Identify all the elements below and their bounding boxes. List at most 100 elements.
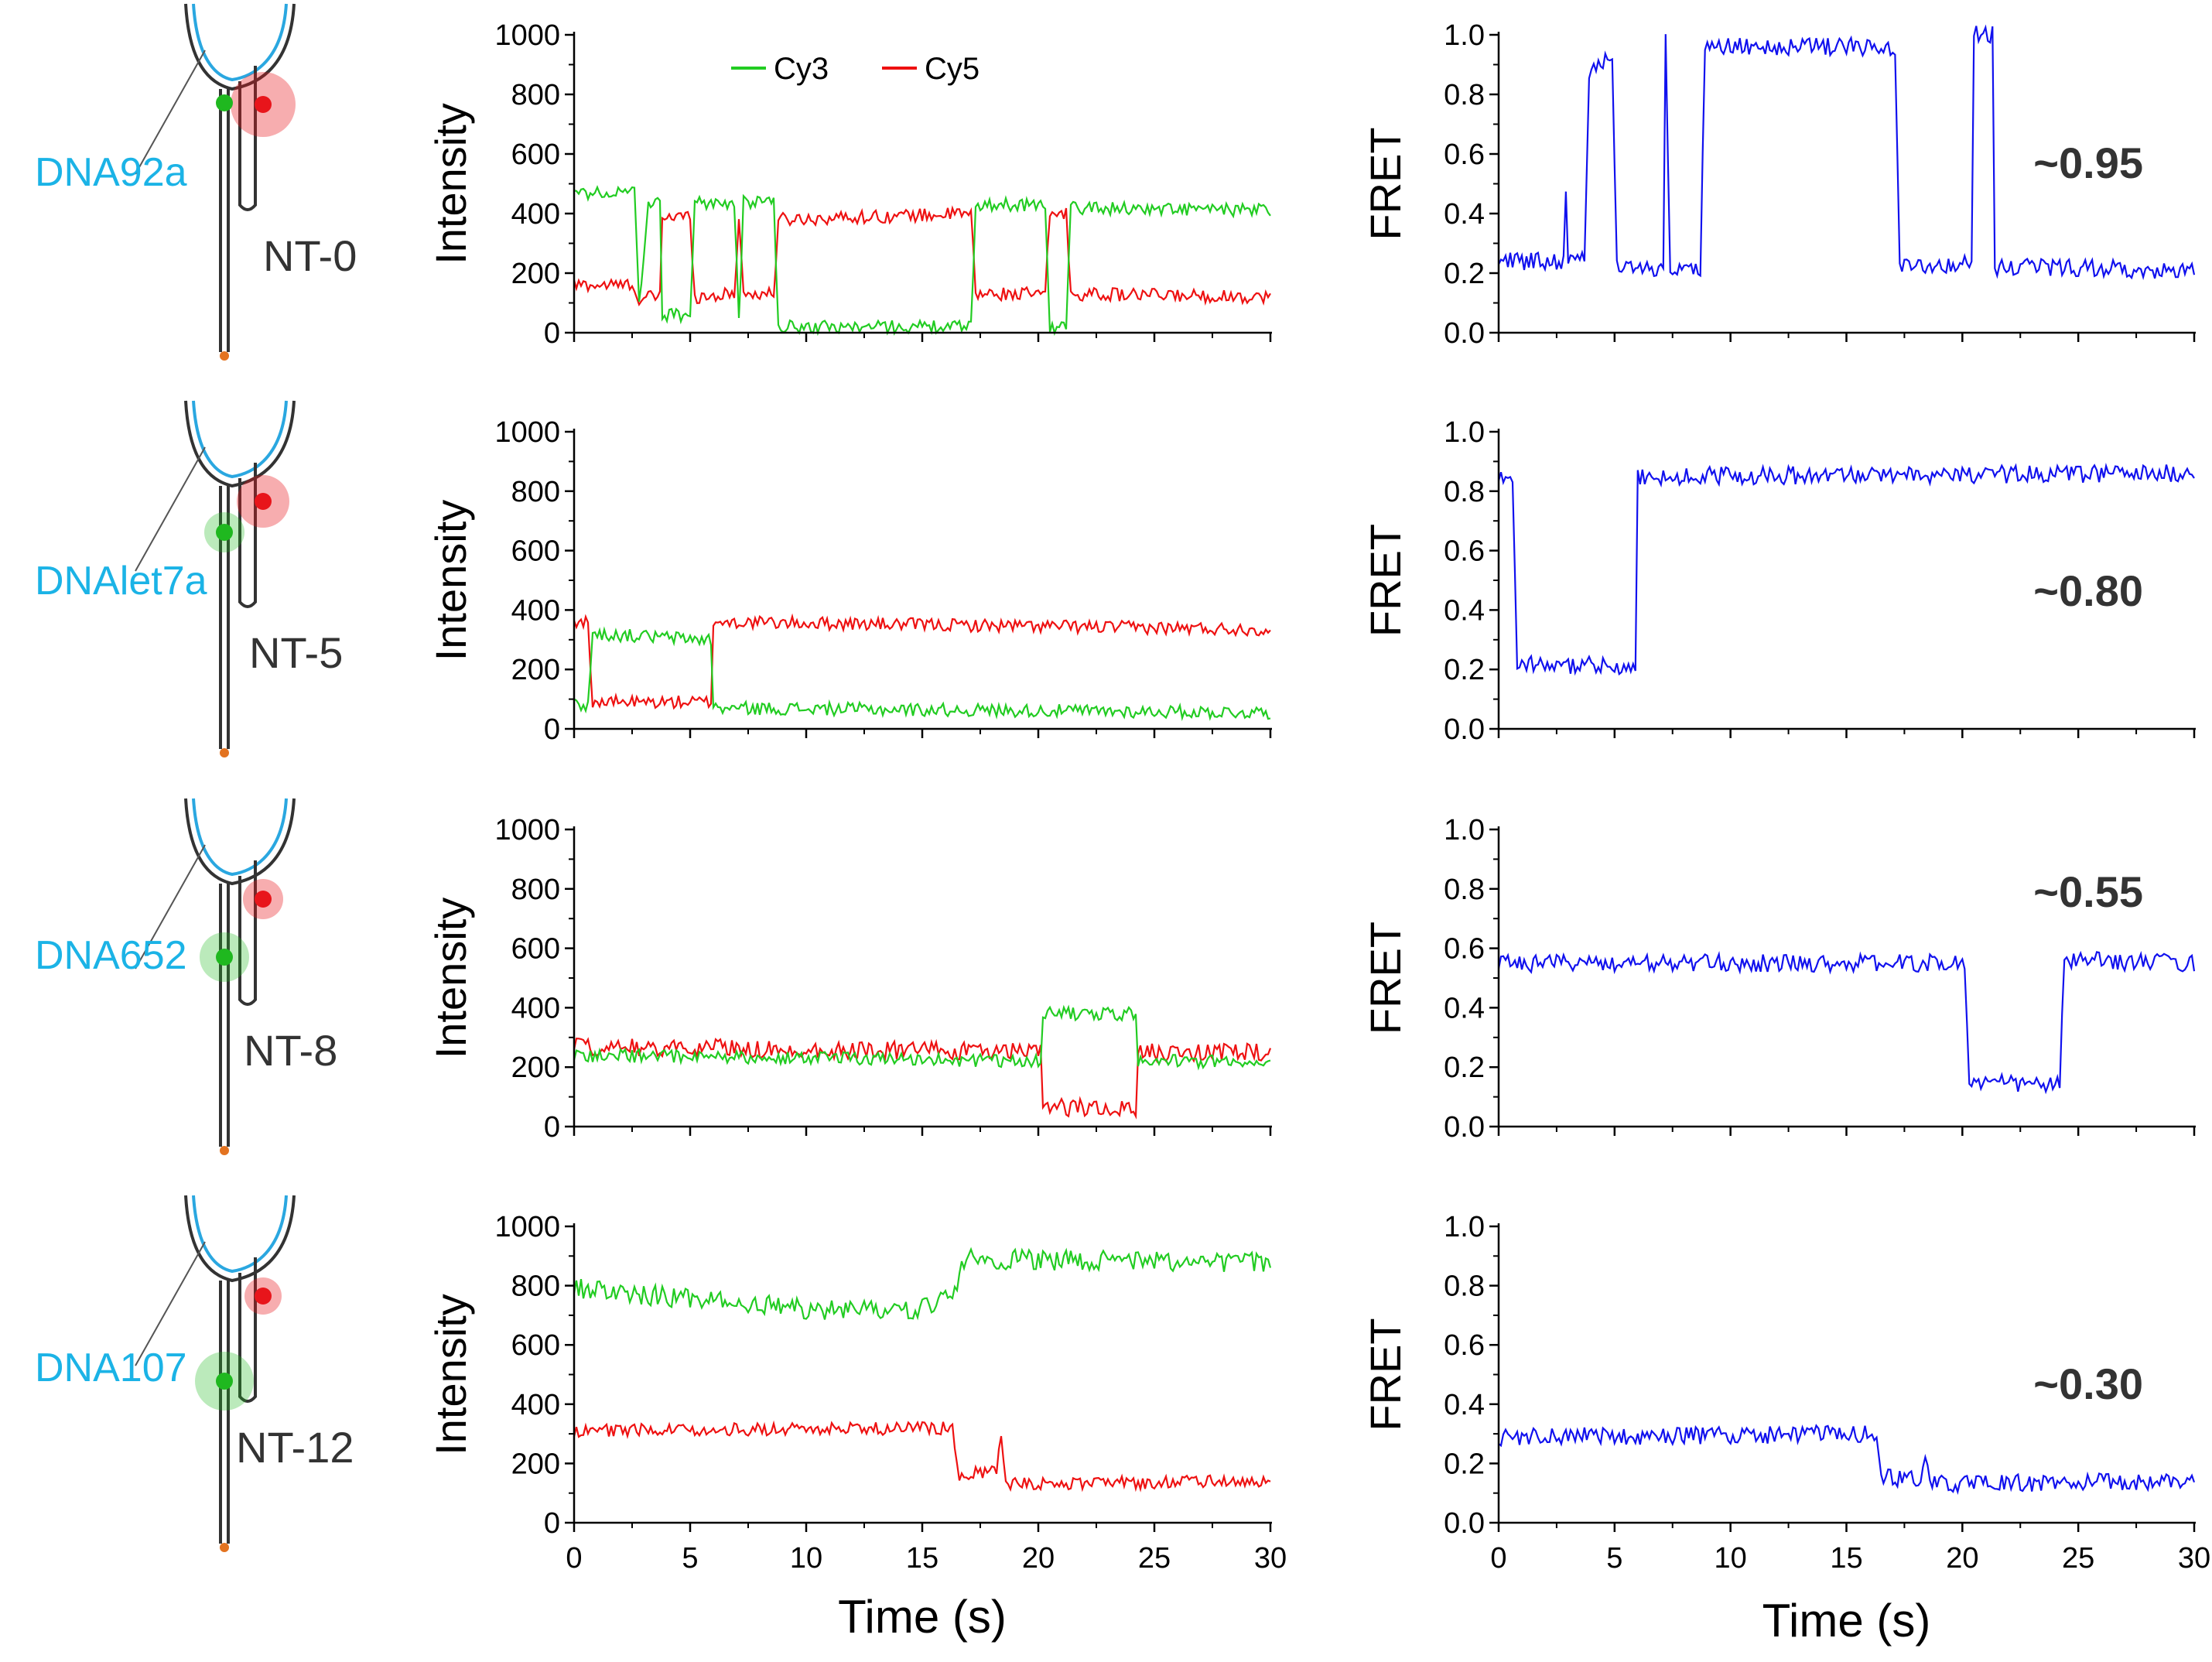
fret-x-tick-label: 20 (1946, 1542, 1978, 1575)
fret-panel: 0.0 0.2 0.4 0.6 0.8 1.0 FRET ~0.55 (1361, 814, 2196, 1144)
fret-y-tick-label: 0.0 (1444, 317, 1485, 350)
fret-y-tick-label: 1.0 (1444, 19, 1485, 52)
fret-axis-title: FRET (1361, 127, 1410, 240)
intensity-y-tick-label: 0 (544, 1507, 560, 1540)
fret-y-tick-label: 0.6 (1444, 933, 1485, 966)
fret-y-tick-label: 0.0 (1444, 1507, 1485, 1540)
dna-label-leader (135, 446, 206, 572)
fret-y-tick-label: 0.2 (1444, 1448, 1485, 1480)
intensity-panel: 0 200 400 600 800 1000 Intensity (426, 19, 1272, 350)
dna-label: DNAlet7a (35, 559, 207, 604)
intensity-y-tick-label: 600 (511, 1329, 560, 1362)
fret-y-tick-label: 0.0 (1444, 1111, 1485, 1144)
dna-label: DNA107 (35, 1346, 187, 1390)
dna-label-leader (135, 50, 206, 175)
intensity-x-tick-label: 10 (790, 1542, 822, 1575)
cy5-dye (255, 1288, 272, 1305)
intensity-axis-title: Intensity (426, 500, 475, 662)
fret-axis-title: FRET (1361, 922, 1410, 1034)
row-NT-8: DNA652NT-802004006008001000Intensity0.00… (35, 798, 2196, 1155)
cy5-trace (573, 205, 1271, 307)
hairpin-strand (238, 463, 257, 608)
construct-label: NT-12 (236, 1423, 354, 1472)
cy5-dye (255, 891, 272, 908)
intensity-y-tick-label: 400 (511, 1389, 560, 1421)
intensity-y-tick-label: 1000 (494, 814, 560, 846)
fret-y-tick-label: 0.4 (1444, 198, 1485, 231)
cy3-dye (216, 524, 233, 541)
fret-y-tick-label: 0.8 (1444, 1270, 1485, 1303)
intensity-y-tick-label: 200 (511, 1052, 560, 1084)
fret-y-tick-label: 0.8 (1444, 874, 1485, 906)
cy5-dye (255, 96, 272, 113)
intensity-time-axis-title: Time (s) (838, 1591, 1007, 1643)
row-NT-0: DNA92aNT-002004006008001000Intensity0.00… (35, 3, 2196, 361)
intensity-y-tick-label: 200 (511, 654, 560, 686)
dna-probe-strand (192, 400, 288, 479)
surface-anchor (220, 351, 229, 361)
dna-outer-strand (184, 3, 296, 91)
dna-label-leader (135, 844, 206, 970)
fret-y-tick-label: 0.8 (1444, 79, 1485, 111)
intensity-y-tick-label: 800 (511, 874, 560, 906)
intensity-x-tick-label: 25 (1138, 1542, 1171, 1575)
fret-x-tick-label: 25 (2062, 1542, 2094, 1575)
fret-y-tick-label: 0.0 (1444, 713, 1485, 746)
intensity-y-tick-label: 800 (511, 1270, 560, 1303)
fret-y-tick-label: 0.6 (1444, 1329, 1485, 1362)
intensity-x-tick-label: 0 (566, 1542, 582, 1575)
cy3-dye (216, 949, 233, 966)
hairpin-strand (238, 860, 257, 1006)
intensity-y-tick-label: 800 (511, 79, 560, 111)
intensity-y-tick-label: 800 (511, 476, 560, 508)
fret-y-tick-label: 0.8 (1444, 476, 1485, 508)
intensity-y-tick-label: 1000 (494, 416, 560, 449)
hairpin-strand (238, 66, 257, 211)
fret-value-label: ~0.30 (2033, 1359, 2143, 1408)
intensity-y-tick-label: 1000 (494, 1211, 560, 1243)
dna-label: DNA92a (35, 150, 187, 195)
cy3-trace (573, 185, 1271, 337)
intensity-axis-title: Intensity (426, 103, 475, 265)
fret-y-tick-label: 0.2 (1444, 1052, 1485, 1084)
intensity-y-tick-label: 0 (544, 317, 560, 350)
fret-x-tick-label: 10 (1715, 1542, 1747, 1575)
fret-x-tick-label: 15 (1830, 1542, 1862, 1575)
fret-y-tick-label: 0.2 (1444, 654, 1485, 686)
dna-label: DNA652 (35, 933, 187, 978)
intensity-y-tick-label: 200 (511, 1448, 560, 1480)
construct-label: NT-8 (244, 1026, 337, 1075)
fret-y-tick-label: 0.4 (1444, 594, 1485, 627)
fret-panel: 0.0 0.2 0.4 0.6 0.8 1.0 FRET ~0.95 (1361, 19, 2196, 350)
intensity-x-tick-label: 5 (682, 1542, 698, 1575)
fret-y-tick-label: 0.6 (1444, 535, 1485, 568)
fret-panel: 0.0 0.2 0.4 0.6 0.8 1.0 FRET ~0.80 (1361, 416, 2196, 746)
fret-y-tick-label: 0.2 (1444, 258, 1485, 290)
fret-x-tick-label: 5 (1606, 1542, 1622, 1575)
intensity-y-tick-label: 400 (511, 594, 560, 627)
cy5-trace (573, 613, 1271, 710)
intensity-y-tick-label: 0 (544, 1111, 560, 1144)
intensity-y-tick-label: 0 (544, 713, 560, 746)
intensity-y-tick-label: 200 (511, 258, 560, 290)
dna-probe-strand (192, 798, 288, 877)
fret-axis-title: FRET (1361, 1318, 1410, 1431)
fret-value-label: ~0.95 (2033, 138, 2143, 187)
fret-panel: 0.0 0.2 0.4 0.6 0.8 1.0 0 5 10 15 20 25 30 FRET ~0.30 (1361, 1211, 2210, 1575)
intensity-y-tick-label: 1000 (494, 19, 560, 52)
dna-outer-strand (184, 798, 296, 886)
surface-anchor (220, 1146, 229, 1155)
cy3-trace (573, 626, 1271, 722)
cy3-dye (216, 1373, 233, 1390)
hairpin-strand (238, 1257, 257, 1403)
cy3-trace (573, 1004, 1271, 1071)
intensity-axis-title: Intensity (426, 898, 475, 1059)
construct-label: NT-5 (249, 628, 343, 677)
cy5-trace (573, 1037, 1272, 1120)
dna-outer-strand (184, 1195, 296, 1283)
row-NT-5: DNAlet7a NT-5 0 200 400 600 800 1000 Intensity 0.… (35, 400, 2196, 757)
fret-y-tick-label: 0.6 (1444, 138, 1485, 171)
fret-trace (1498, 24, 2196, 281)
